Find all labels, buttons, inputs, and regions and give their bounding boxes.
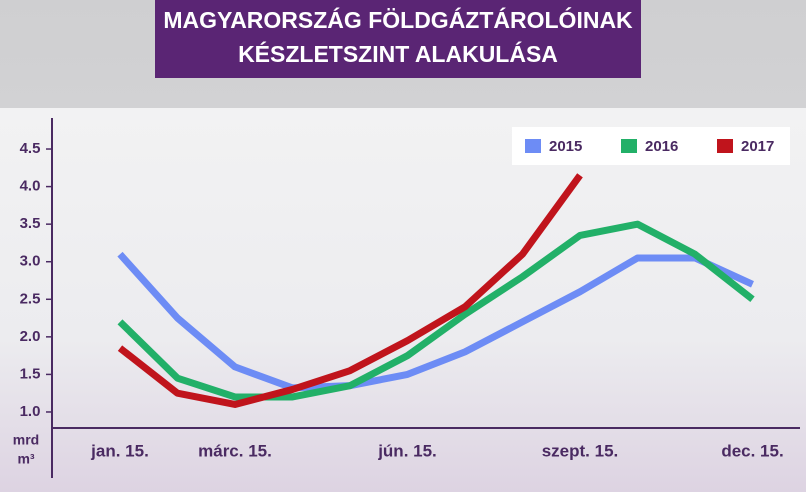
series-line [117, 220, 755, 401]
legend-label: 2017 [741, 138, 774, 155]
y-axis-label: mrd [13, 432, 39, 448]
y-tick-label: 4.0 [20, 178, 41, 195]
y-axis-label: m³ [17, 451, 34, 467]
y-tick-label: 1.5 [20, 365, 41, 382]
y-tick-label: 1.0 [20, 403, 41, 420]
legend [512, 127, 790, 165]
chart-title: KÉSZLETSZINT ALAKULÁSA [238, 40, 558, 67]
x-tick-label: dec. 15. [721, 441, 783, 460]
chart-title: MAGYARORSZÁG FÖLDGÁZTÁROLÓINAK [163, 6, 633, 33]
x-tick-label: szept. 15. [542, 441, 619, 460]
y-tick-label: 3.0 [20, 253, 41, 270]
title-box [155, 0, 641, 78]
legend-swatch [525, 139, 541, 153]
y-tick-label: 2.0 [20, 328, 41, 345]
x-tick-label: márc. 15. [198, 441, 272, 460]
legend-swatch [717, 139, 733, 153]
y-tick-label: 2.5 [20, 290, 41, 307]
x-tick-label: jan. 15. [90, 441, 149, 460]
y-tick-label: 4.5 [20, 140, 41, 157]
legend-label: 2015 [549, 138, 582, 155]
series-line [117, 173, 583, 408]
legend-swatch [621, 139, 637, 153]
legend-label: 2016 [645, 138, 678, 155]
y-tick-label: 3.5 [20, 215, 41, 232]
chart-panel [0, 108, 806, 492]
x-tick-label: jún. 15. [377, 441, 437, 460]
series-line [117, 251, 754, 392]
